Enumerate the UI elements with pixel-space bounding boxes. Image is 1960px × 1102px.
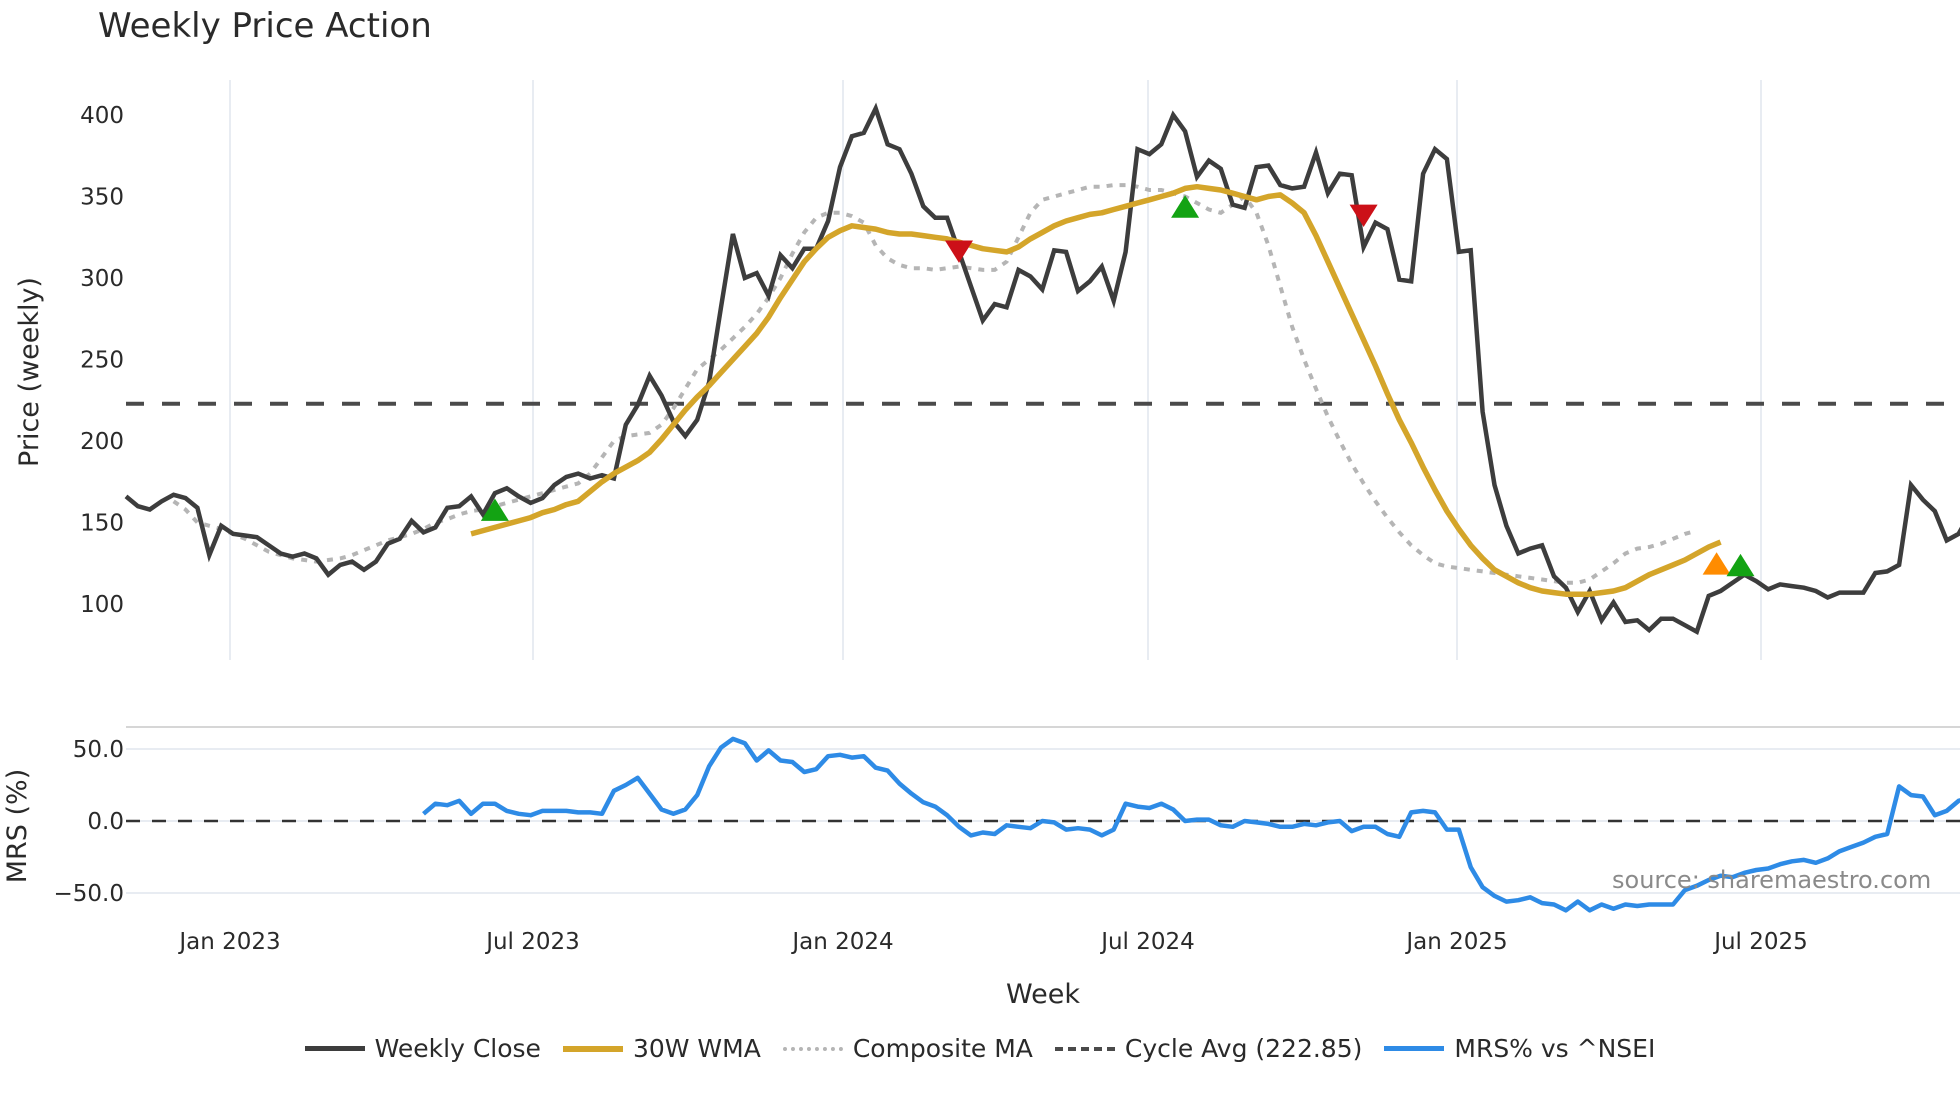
price-tick-label: 250: [80, 348, 124, 374]
mrs-line: [422, 736, 1960, 913]
price-tick-label: 200: [80, 429, 124, 455]
x-tick-label: Jan 2023: [177, 929, 280, 955]
buy-signal-triangle-up-icon: [480, 498, 509, 521]
price-axis-title: Price (weekly): [14, 277, 45, 467]
legend-label: MRS% vs ^NSEI: [1454, 1034, 1656, 1063]
mrs-axis-title: MRS (%): [2, 769, 33, 884]
price-tick-label: 350: [80, 185, 124, 211]
x-axis-title: Week: [1006, 979, 1080, 1010]
composite-ma-line: [172, 183, 1698, 585]
mrs-tick-label: −50.0: [54, 881, 124, 907]
x-tick-label: Jul 2025: [1712, 929, 1808, 955]
legend-item-cycle-avg[interactable]: Cycle Avg (222.85): [1054, 1034, 1363, 1063]
chart-title: Weekly Price Action: [98, 6, 432, 46]
sell-signal-triangle-down-icon: [1349, 204, 1378, 228]
cycle-avg-line: [126, 401, 1960, 823]
sell-signal-triangle-down-icon: [945, 240, 973, 263]
composite-ma-swatch-icon: [782, 1046, 843, 1051]
price-tick-label: 400: [80, 103, 124, 129]
mrs-swatch-icon: [1384, 1046, 1445, 1051]
cycle-avg-swatch-icon: [1054, 1046, 1115, 1051]
legend-label: Composite MA: [852, 1034, 1033, 1063]
x-tick-label: Jul 2023: [484, 929, 580, 955]
legend-label: Cycle Avg (222.85): [1124, 1034, 1363, 1063]
legend-label: Weekly Close: [374, 1034, 541, 1063]
wma-line: [470, 183, 1722, 597]
price-series: [124, 102, 1960, 635]
legend-label: 30W WMA: [632, 1034, 761, 1063]
price-y-axis: 100 150 200 250 300 350 400: [80, 103, 124, 618]
legend-item-weekly-close[interactable]: Weekly Close: [304, 1034, 541, 1063]
x-tick-label: Jan 2025: [1404, 929, 1507, 955]
weekly-close-swatch-icon: [304, 1046, 365, 1051]
mrs-y-axis: −50.0 0.0 50.0: [54, 737, 124, 907]
buy-signal-triangle-up-icon: [1171, 195, 1200, 218]
price-tick-label: 100: [80, 592, 124, 618]
signal-markers: [480, 195, 1755, 577]
alert-signal-triangle-up-icon: [1702, 552, 1731, 575]
x-tick-label: Jan 2024: [790, 929, 893, 955]
x-axis: Jan 2023 Jul 2023 Jan 2024 Jul 2024 Jan 2025…: [177, 929, 1807, 955]
source-watermark: source: sharemaestro.com: [1612, 866, 1932, 894]
x-tick-label: Jul 2024: [1099, 929, 1195, 955]
mrs-tick-label: 0.0: [87, 809, 124, 835]
weekly-close-line: [124, 102, 1960, 635]
legend-item-wma[interactable]: 30W WMA: [562, 1034, 761, 1063]
price-tick-label: 150: [80, 511, 124, 537]
legend-item-composite-ma[interactable]: Composite MA: [782, 1034, 1033, 1063]
price-tick-label: 300: [80, 266, 124, 292]
mrs-tick-label: 50.0: [73, 737, 124, 763]
grid-lines: [126, 80, 1960, 894]
legend-item-mrs[interactable]: MRS% vs ^NSEI: [1384, 1034, 1655, 1063]
mrs-series: [422, 736, 1960, 913]
legend: Weekly Close 30W WMA Composite MA Cycle …: [0, 1034, 1960, 1063]
wma-swatch-icon: [562, 1045, 623, 1052]
buy-signal-triangle-up-icon: [1726, 553, 1755, 577]
